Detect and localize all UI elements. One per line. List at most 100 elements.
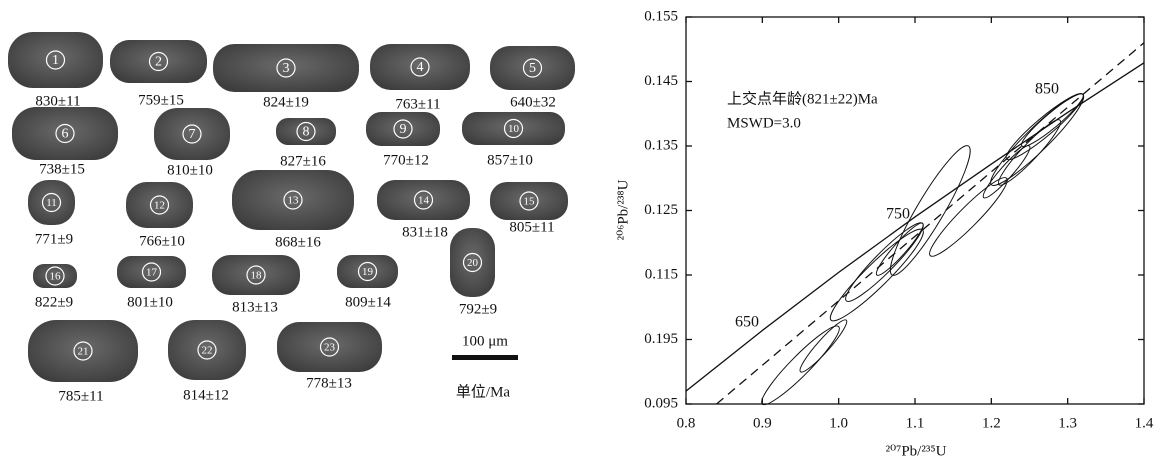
annotation: 上交点年龄(821±22)Ma [727,89,878,107]
grain [28,180,75,225]
grain-age: 822±9 [35,294,73,310]
grain-marker [246,265,266,285]
grain-marker [73,341,93,361]
grain [337,255,398,288]
y-tick-label: 0.155 [644,8,678,24]
grain-marker [45,50,66,70]
grain-number: 9 [400,122,407,137]
grain-age: 770±12 [383,152,429,168]
error-ellipse [990,93,1085,186]
grain-number: 23 [324,342,336,354]
x-axis-label: ²⁰⁷Pb/²³⁵U [886,443,947,459]
grain [277,322,382,372]
grain [154,108,230,160]
grain-marker [319,337,340,357]
age-label: 750 [886,206,910,223]
grain [462,112,565,145]
grain [490,46,575,90]
grain-number: 2 [155,55,162,70]
unit-label: 单位/Ma [456,383,511,400]
grain-marker [182,124,202,144]
x-tick-label: 1.2 [982,415,1001,431]
x-tick-label: 1.3 [1058,415,1077,431]
grain [213,44,359,92]
grain-age: 809±14 [345,294,391,310]
grain-number: 15 [524,196,536,208]
x-tick-label: 1.0 [829,415,848,431]
grain-number: 6 [62,127,69,142]
grain [366,112,440,146]
grain-marker [141,262,162,282]
grain [168,320,246,380]
grain-age: 766±10 [139,233,185,249]
x-tick-label: 0.8 [677,415,696,431]
grain-number: 18 [251,270,263,282]
grain-marker [148,51,169,72]
grain-marker [276,58,296,78]
error-ellipse [929,177,1008,257]
grain [126,182,193,228]
grain-number: 22 [202,345,213,357]
y-tick-label: 0.115 [645,266,678,282]
grain-age: 810±10 [167,162,213,178]
grain [12,107,118,160]
grain-number: 12 [154,200,165,212]
grain-marker [410,57,430,77]
grain [232,170,354,230]
grain-number: 4 [417,60,424,75]
x-tick-label: 1.1 [906,415,925,431]
error-ellipse [889,145,971,276]
grain-marker [462,252,483,273]
grain-number: 17 [146,267,158,279]
grain-marker [413,190,434,210]
grain-age: 805±11 [509,219,554,235]
grain-age: 771±9 [35,231,73,247]
grain-marker [522,58,543,78]
grain-age: 831±18 [402,224,448,240]
error-ellipse [761,325,840,406]
error-ellipse [997,119,1062,186]
grain [377,180,470,220]
grain-age: 759±15 [138,92,184,108]
grain-marker [41,192,62,213]
scale-bar [452,355,518,360]
grain-age: 814±12 [183,387,229,403]
grain-age: 738±15 [39,161,85,177]
grain-marker [149,195,170,215]
grain [8,32,103,88]
y-tick-label: 0.145 [644,73,678,89]
grain-marker [393,119,413,139]
grain-number: 13 [288,195,300,207]
grain-number: 10 [508,123,520,135]
grain-number: 21 [78,346,89,358]
grain [450,228,495,297]
error-ellipse [799,319,848,373]
grain-number: 8 [303,125,310,140]
grain-number: 7 [189,127,196,142]
grain [490,182,568,220]
grain-marker [296,121,316,142]
y-tick-label: 0.135 [644,137,678,153]
discordia-line [716,42,1144,404]
grain-marker [503,118,524,139]
error-ellipse [1005,93,1084,161]
grain-number: 20 [467,257,479,269]
grain-age: 868±16 [275,234,321,250]
grain [370,44,470,90]
concordia-curve [686,62,1144,392]
x-tick-label: 1.4 [1135,415,1154,431]
grain-panel: 100 μm 单位/Ma 1 830±11 2 759±15 3 824±19 4 763±1… [8,32,575,404]
grain-number: 1 [52,53,59,68]
annotation: MSWD=3.0 [727,115,801,131]
grain-age: 785±11 [58,388,103,404]
grain [117,256,186,288]
grain-marker [283,190,303,210]
grain-age: 827±16 [280,153,326,169]
grain-age: 763±11 [395,96,440,112]
grain-age: 640±32 [510,94,556,110]
grain [212,255,300,295]
age-label: 650 [735,314,759,331]
grain-age: 801±10 [127,294,173,310]
error-ellipse [875,222,924,276]
